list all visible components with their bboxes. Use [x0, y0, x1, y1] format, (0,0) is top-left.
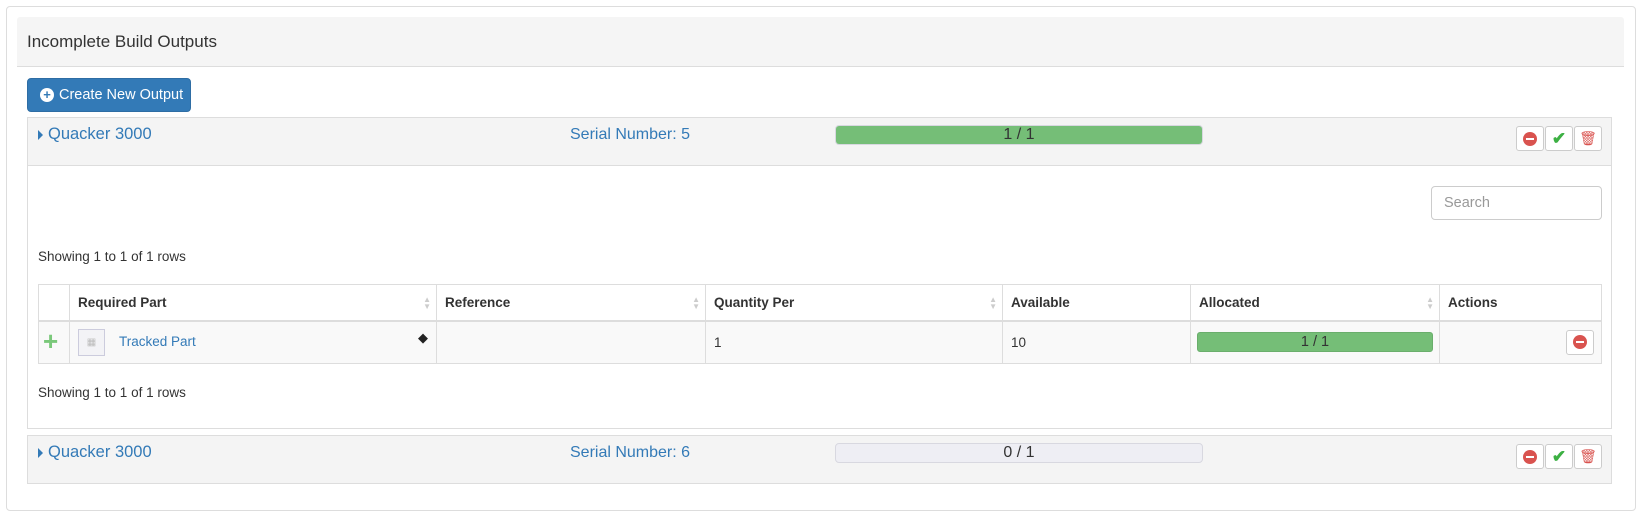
col-quantity-per[interactable]: Quantity Per ▲ ▼ — [705, 284, 1003, 322]
check-icon: ✔ — [1551, 128, 1567, 148]
complete-button[interactable]: ✔ — [1545, 126, 1573, 151]
minus-circle-icon — [1523, 449, 1537, 464]
output-part-name: Quacker 3000 — [48, 125, 152, 143]
allocated-progress-bar: 1 / 1 — [1197, 332, 1433, 353]
sort-icon: ▲ ▼ — [423, 295, 431, 311]
serial-number: Serial Number: 6 — [570, 444, 691, 461]
remove-allocation-button[interactable] — [1566, 329, 1594, 355]
col-expand — [38, 284, 70, 322]
directions-icon: ◆ — [418, 329, 428, 345]
progress-text: 0 / 1 — [1003, 444, 1035, 461]
caret-right-icon — [38, 129, 43, 140]
sort-icon: ▲ ▼ — [692, 295, 700, 311]
pagination-info-top: Showing 1 to 1 of 1 rows — [38, 249, 186, 264]
add-stock-icon[interactable]: + — [43, 326, 59, 357]
part-link[interactable]: Tracked Part — [119, 333, 196, 349]
progress-bar: 1 / 1 — [835, 125, 1203, 145]
build-output-header[interactable]: Quacker 3000 Serial Number: 5 1 / 1 ✔ 🗑 — [28, 118, 1611, 166]
trash-icon: 🗑 — [1579, 130, 1597, 146]
progress-bar: 0 / 1 — [835, 443, 1203, 463]
unallocate-button[interactable] — [1516, 444, 1544, 469]
output-toggle[interactable]: Quacker 3000 — [38, 125, 152, 144]
part-thumbnail-icon: ▦ — [78, 328, 105, 356]
col-required-part[interactable]: Required Part ▲ ▼ — [69, 284, 437, 322]
build-output-panel: Quacker 3000 Serial Number: 5 1 / 1 ✔ 🗑 — [27, 117, 1612, 429]
col-allocated[interactable]: Allocated ▲ ▼ — [1190, 284, 1440, 322]
build-output-panel: Quacker 3000 Serial Number: 6 0 / 1 ✔ 🗑 — [27, 435, 1612, 484]
serial-number: Serial Number: 5 — [570, 126, 691, 143]
sort-icon: ▲ ▼ — [1426, 295, 1434, 311]
progress-fill — [836, 126, 1202, 144]
output-part-name: Quacker 3000 — [48, 443, 152, 461]
build-outputs-panel — [6, 6, 1636, 511]
unallocate-button[interactable] — [1516, 126, 1544, 151]
trash-icon: 🗑 — [1579, 448, 1597, 464]
complete-button[interactable]: ✔ — [1545, 444, 1573, 469]
sort-icon: ▲ ▼ — [989, 295, 997, 311]
quantity-cell: 1 — [705, 320, 1003, 364]
reference-cell — [436, 320, 706, 364]
output-toggle[interactable]: Quacker 3000 — [38, 443, 152, 462]
create-button-label: Create New Output — [59, 87, 184, 103]
minus-circle-icon — [1523, 131, 1537, 146]
check-icon: ✔ — [1551, 446, 1567, 466]
minus-circle-icon — [1573, 335, 1587, 350]
col-actions: Actions — [1439, 284, 1602, 322]
caret-right-icon — [38, 447, 43, 458]
progress-text: 1 / 1 — [1003, 126, 1035, 143]
pagination-info-bottom: Showing 1 to 1 of 1 rows — [38, 385, 186, 400]
build-output-header[interactable]: Quacker 3000 Serial Number: 6 0 / 1 ✔ 🗑 — [28, 436, 1611, 484]
delete-button[interactable]: 🗑 — [1574, 126, 1602, 151]
panel-title: Incomplete Build Outputs — [27, 32, 217, 51]
panel-heading: Incomplete Build Outputs — [17, 17, 1624, 67]
available-cell: 10 — [1002, 320, 1191, 364]
col-reference[interactable]: Reference ▲ ▼ — [436, 284, 706, 322]
plus-circle-icon: + — [40, 88, 54, 102]
required-parts-table: Required Part ▲ ▼ Reference ▲ ▼ Quantity Per… — [38, 284, 1602, 364]
col-available[interactable]: Available — [1002, 284, 1191, 322]
create-new-output-button[interactable]: + Create New Output — [27, 78, 191, 112]
table-row: + ▦ Tracked Part ◆ 1 10 1 / 1 — [38, 320, 1602, 364]
search-input[interactable] — [1431, 186, 1602, 220]
delete-button[interactable]: 🗑 — [1574, 444, 1602, 469]
